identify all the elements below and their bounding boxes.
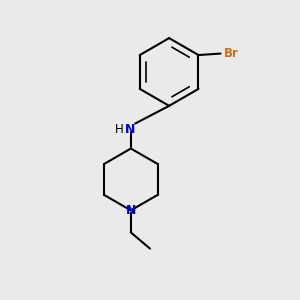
Text: N: N: [125, 123, 135, 136]
Text: Br: Br: [224, 47, 238, 60]
Text: H: H: [115, 123, 123, 136]
Text: N: N: [126, 204, 136, 217]
